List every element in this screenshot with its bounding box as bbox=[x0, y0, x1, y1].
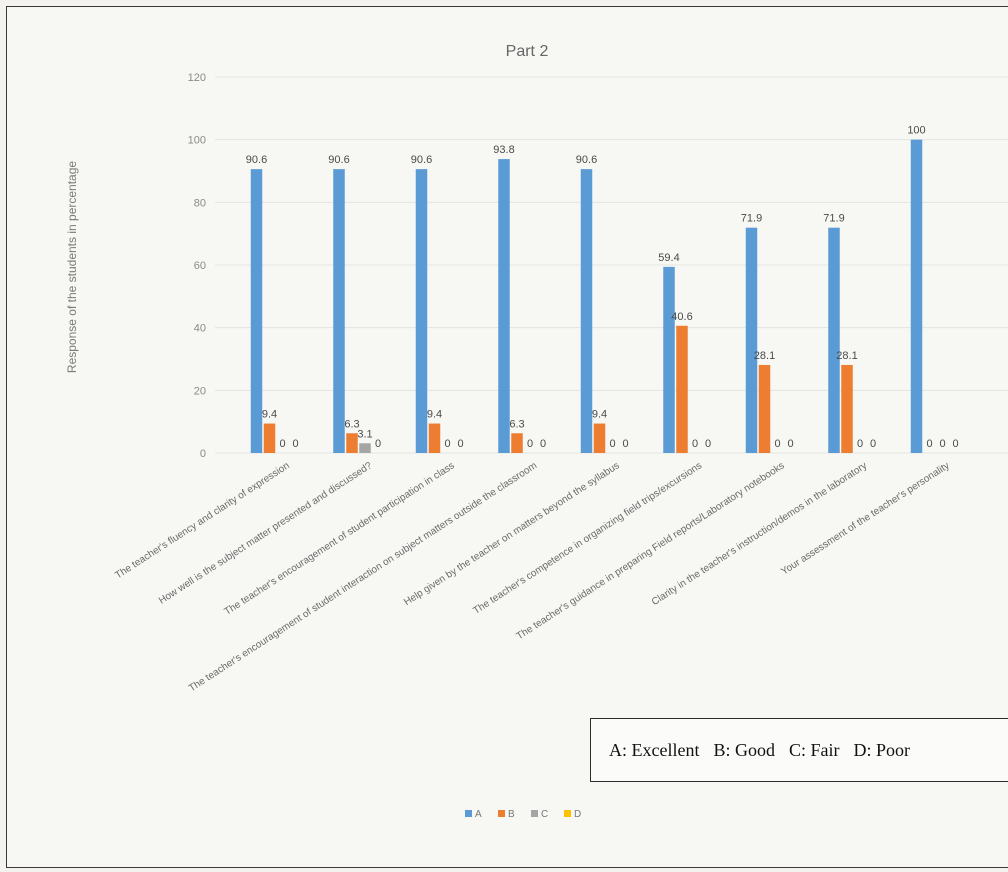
data-label-a-9: 100 bbox=[907, 125, 925, 137]
bar-a-8 bbox=[828, 227, 840, 453]
bar-a-3 bbox=[415, 169, 428, 453]
data-label-a-4: 93.8 bbox=[493, 144, 514, 156]
data-label-b-8: 28.1 bbox=[836, 350, 857, 362]
legend-swatch-b bbox=[498, 810, 505, 817]
data-label-b-2: 6.3 bbox=[344, 418, 359, 430]
data-label-d-2: 0 bbox=[375, 438, 381, 450]
x-tick-label: The teacher's guidance in preparing Fiel… bbox=[515, 460, 787, 642]
bar-b-8 bbox=[841, 364, 853, 453]
y-tick-label: 60 bbox=[194, 260, 206, 272]
data-label-c-5: 0 bbox=[609, 438, 615, 450]
x-tick-label: The teacher's fluency and clarity of exp… bbox=[113, 460, 291, 581]
legend-label-b: B bbox=[508, 809, 515, 820]
data-label-c-1: 0 bbox=[279, 438, 285, 450]
legend-swatch-c bbox=[531, 810, 538, 817]
data-label-a-3: 90.6 bbox=[411, 154, 432, 166]
data-label-d-5: 0 bbox=[622, 438, 628, 450]
grade-key-box: A: Excellent B: Good C: Fair D: Poor bbox=[590, 718, 1008, 782]
data-label-a-2: 90.6 bbox=[328, 154, 349, 166]
bar-a-5 bbox=[580, 169, 593, 453]
y-tick-label: 20 bbox=[194, 385, 206, 397]
data-label-d-6: 0 bbox=[705, 438, 711, 450]
data-label-d-4: 0 bbox=[540, 438, 546, 450]
key-excellent: A: Excellent bbox=[609, 739, 700, 760]
data-label-a-5: 90.6 bbox=[576, 154, 597, 166]
bar-a-9 bbox=[910, 139, 923, 453]
data-label-d-7: 0 bbox=[787, 438, 793, 450]
legend-label-c: C bbox=[541, 809, 548, 820]
legend-swatch-d bbox=[564, 810, 571, 817]
data-label-c-7: 0 bbox=[774, 438, 780, 450]
data-label-d-8: 0 bbox=[870, 438, 876, 450]
bar-b-2 bbox=[346, 433, 358, 453]
y-axis-label: Response of the students in percentage bbox=[65, 161, 79, 373]
data-label-b-1: 9.4 bbox=[262, 409, 277, 421]
data-label-b-7: 28.1 bbox=[754, 350, 775, 362]
y-tick-label: 80 bbox=[194, 197, 206, 209]
data-label-a-1: 90.6 bbox=[246, 154, 267, 166]
key-good: B: Good bbox=[713, 739, 775, 760]
data-label-c-3: 0 bbox=[444, 438, 450, 450]
bar-a-7 bbox=[745, 227, 758, 453]
x-tick-label: Your assessment of the teacher's persona… bbox=[779, 460, 951, 577]
key-poor: D: Poor bbox=[853, 739, 911, 760]
data-label-b-5: 9.4 bbox=[592, 409, 607, 421]
y-tick-label: 120 bbox=[188, 72, 206, 84]
bar-b-5 bbox=[593, 423, 606, 453]
bar-b-1 bbox=[263, 423, 276, 453]
data-label-c-8: 0 bbox=[857, 438, 863, 450]
data-label-c-9: 0 bbox=[939, 438, 945, 450]
bar-b-3 bbox=[428, 423, 441, 453]
chart-title: Part 2 bbox=[506, 43, 549, 60]
data-label-d-9: 0 bbox=[952, 438, 958, 450]
data-label-c-4: 0 bbox=[527, 438, 533, 450]
data-label-a-7: 71.9 bbox=[741, 213, 762, 225]
y-tick-label: 100 bbox=[188, 135, 206, 147]
bar-c-2 bbox=[359, 443, 371, 453]
data-label-c-6: 0 bbox=[692, 438, 698, 450]
data-label-d-1: 0 bbox=[292, 438, 298, 450]
legend-swatch-a bbox=[465, 810, 472, 817]
data-label-c-2: 3.1 bbox=[357, 428, 372, 440]
bar-b-7 bbox=[758, 364, 771, 453]
data-label-a-6: 59.4 bbox=[658, 252, 679, 264]
data-label-b-9: 0 bbox=[926, 438, 932, 450]
bar-b-4 bbox=[511, 433, 523, 453]
bar-a-6 bbox=[663, 266, 675, 453]
data-label-a-8: 71.9 bbox=[823, 213, 844, 225]
bar-b-6 bbox=[676, 325, 688, 453]
y-tick-label: 40 bbox=[194, 323, 206, 335]
data-label-b-3: 9.4 bbox=[427, 409, 442, 421]
y-tick-label: 0 bbox=[200, 448, 206, 460]
legend-label-d: D bbox=[574, 809, 581, 820]
bar-a-4 bbox=[498, 159, 510, 454]
data-label-b-4: 6.3 bbox=[509, 418, 524, 430]
legend-label-a: A bbox=[475, 809, 482, 820]
data-label-b-6: 40.6 bbox=[671, 311, 692, 323]
key-fair: C: Fair bbox=[788, 739, 840, 760]
bar-a-2 bbox=[333, 169, 345, 453]
bar-a-1 bbox=[250, 169, 263, 453]
data-label-d-3: 0 bbox=[457, 438, 463, 450]
